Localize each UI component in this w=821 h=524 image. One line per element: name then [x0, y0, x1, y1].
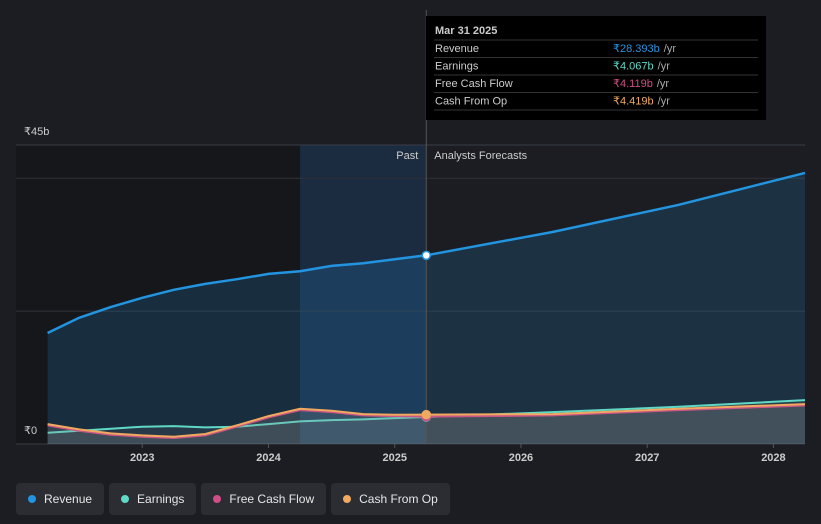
tooltip-label: Earnings [435, 60, 479, 72]
tooltip-label: Cash From Op [435, 95, 507, 107]
legend-item[interactable]: Earnings [109, 483, 197, 515]
tooltip-value-text: ₹28.393b [613, 43, 660, 55]
tooltip-unit: /yr [658, 60, 671, 72]
tooltip-unit: /yr [664, 43, 677, 55]
past-label: Past [396, 150, 418, 162]
tooltip-value: ₹4.419b/yr [613, 95, 670, 107]
legend-item[interactable]: Free Cash Flow [201, 483, 327, 515]
series-line [47, 404, 806, 440]
tooltip-label: Free Cash Flow [435, 78, 513, 90]
legend-item[interactable]: Cash From Op [331, 483, 450, 515]
legend-item[interactable]: Revenue [16, 483, 105, 515]
legend: Revenue Earnings Free Cash Flow Cash From O… [16, 483, 450, 515]
tooltip-title: Mar 31 2025 [435, 25, 497, 37]
tooltip-bg [426, 16, 766, 120]
tooltip: Mar 31 2025 Revenue ₹28.393b/yr Earnings ₹4.… [426, 16, 766, 120]
y-tick-label: ₹0 [24, 425, 37, 437]
tooltip-value-text: ₹4.067b [613, 60, 654, 72]
tooltip-value: ₹4.067b/yr [613, 60, 670, 72]
point-marker [421, 250, 432, 261]
point-marker [421, 409, 432, 420]
legend-swatch [121, 495, 130, 503]
series-line [47, 171, 806, 335]
legend-swatch [343, 495, 352, 503]
tooltip-label: Revenue [435, 43, 479, 55]
x-tick-label: 2028 [761, 452, 785, 464]
legend-swatch [28, 495, 36, 503]
tooltip-unit: /yr [657, 78, 670, 90]
highlight-region [300, 145, 427, 444]
tooltip-value: ₹4.119b/yr [613, 78, 669, 90]
x-tick-label: 2024 [256, 452, 281, 464]
series-line [47, 403, 806, 438]
tooltip-unit: /yr [658, 95, 671, 107]
x-tick-label: 2026 [509, 452, 533, 464]
tooltip-value: ₹28.393b/yr [613, 43, 676, 55]
legend-label: Cash From Op [359, 492, 438, 506]
y-tick-label: ₹45b [24, 126, 49, 138]
tooltip-value-text: ₹4.419b [613, 95, 654, 107]
x-tick-label: 2023 [130, 452, 154, 464]
legend-label: Earnings [137, 492, 185, 506]
tooltip-value-text: ₹4.119b [613, 78, 653, 90]
x-tick-label: 2027 [635, 452, 659, 464]
x-tick-label: 2025 [382, 452, 406, 464]
legend-swatch [213, 495, 222, 503]
legend-label: Free Cash Flow [229, 492, 315, 506]
legend-label: Revenue [44, 492, 93, 506]
forecast-label: Analysts Forecasts [434, 150, 527, 162]
